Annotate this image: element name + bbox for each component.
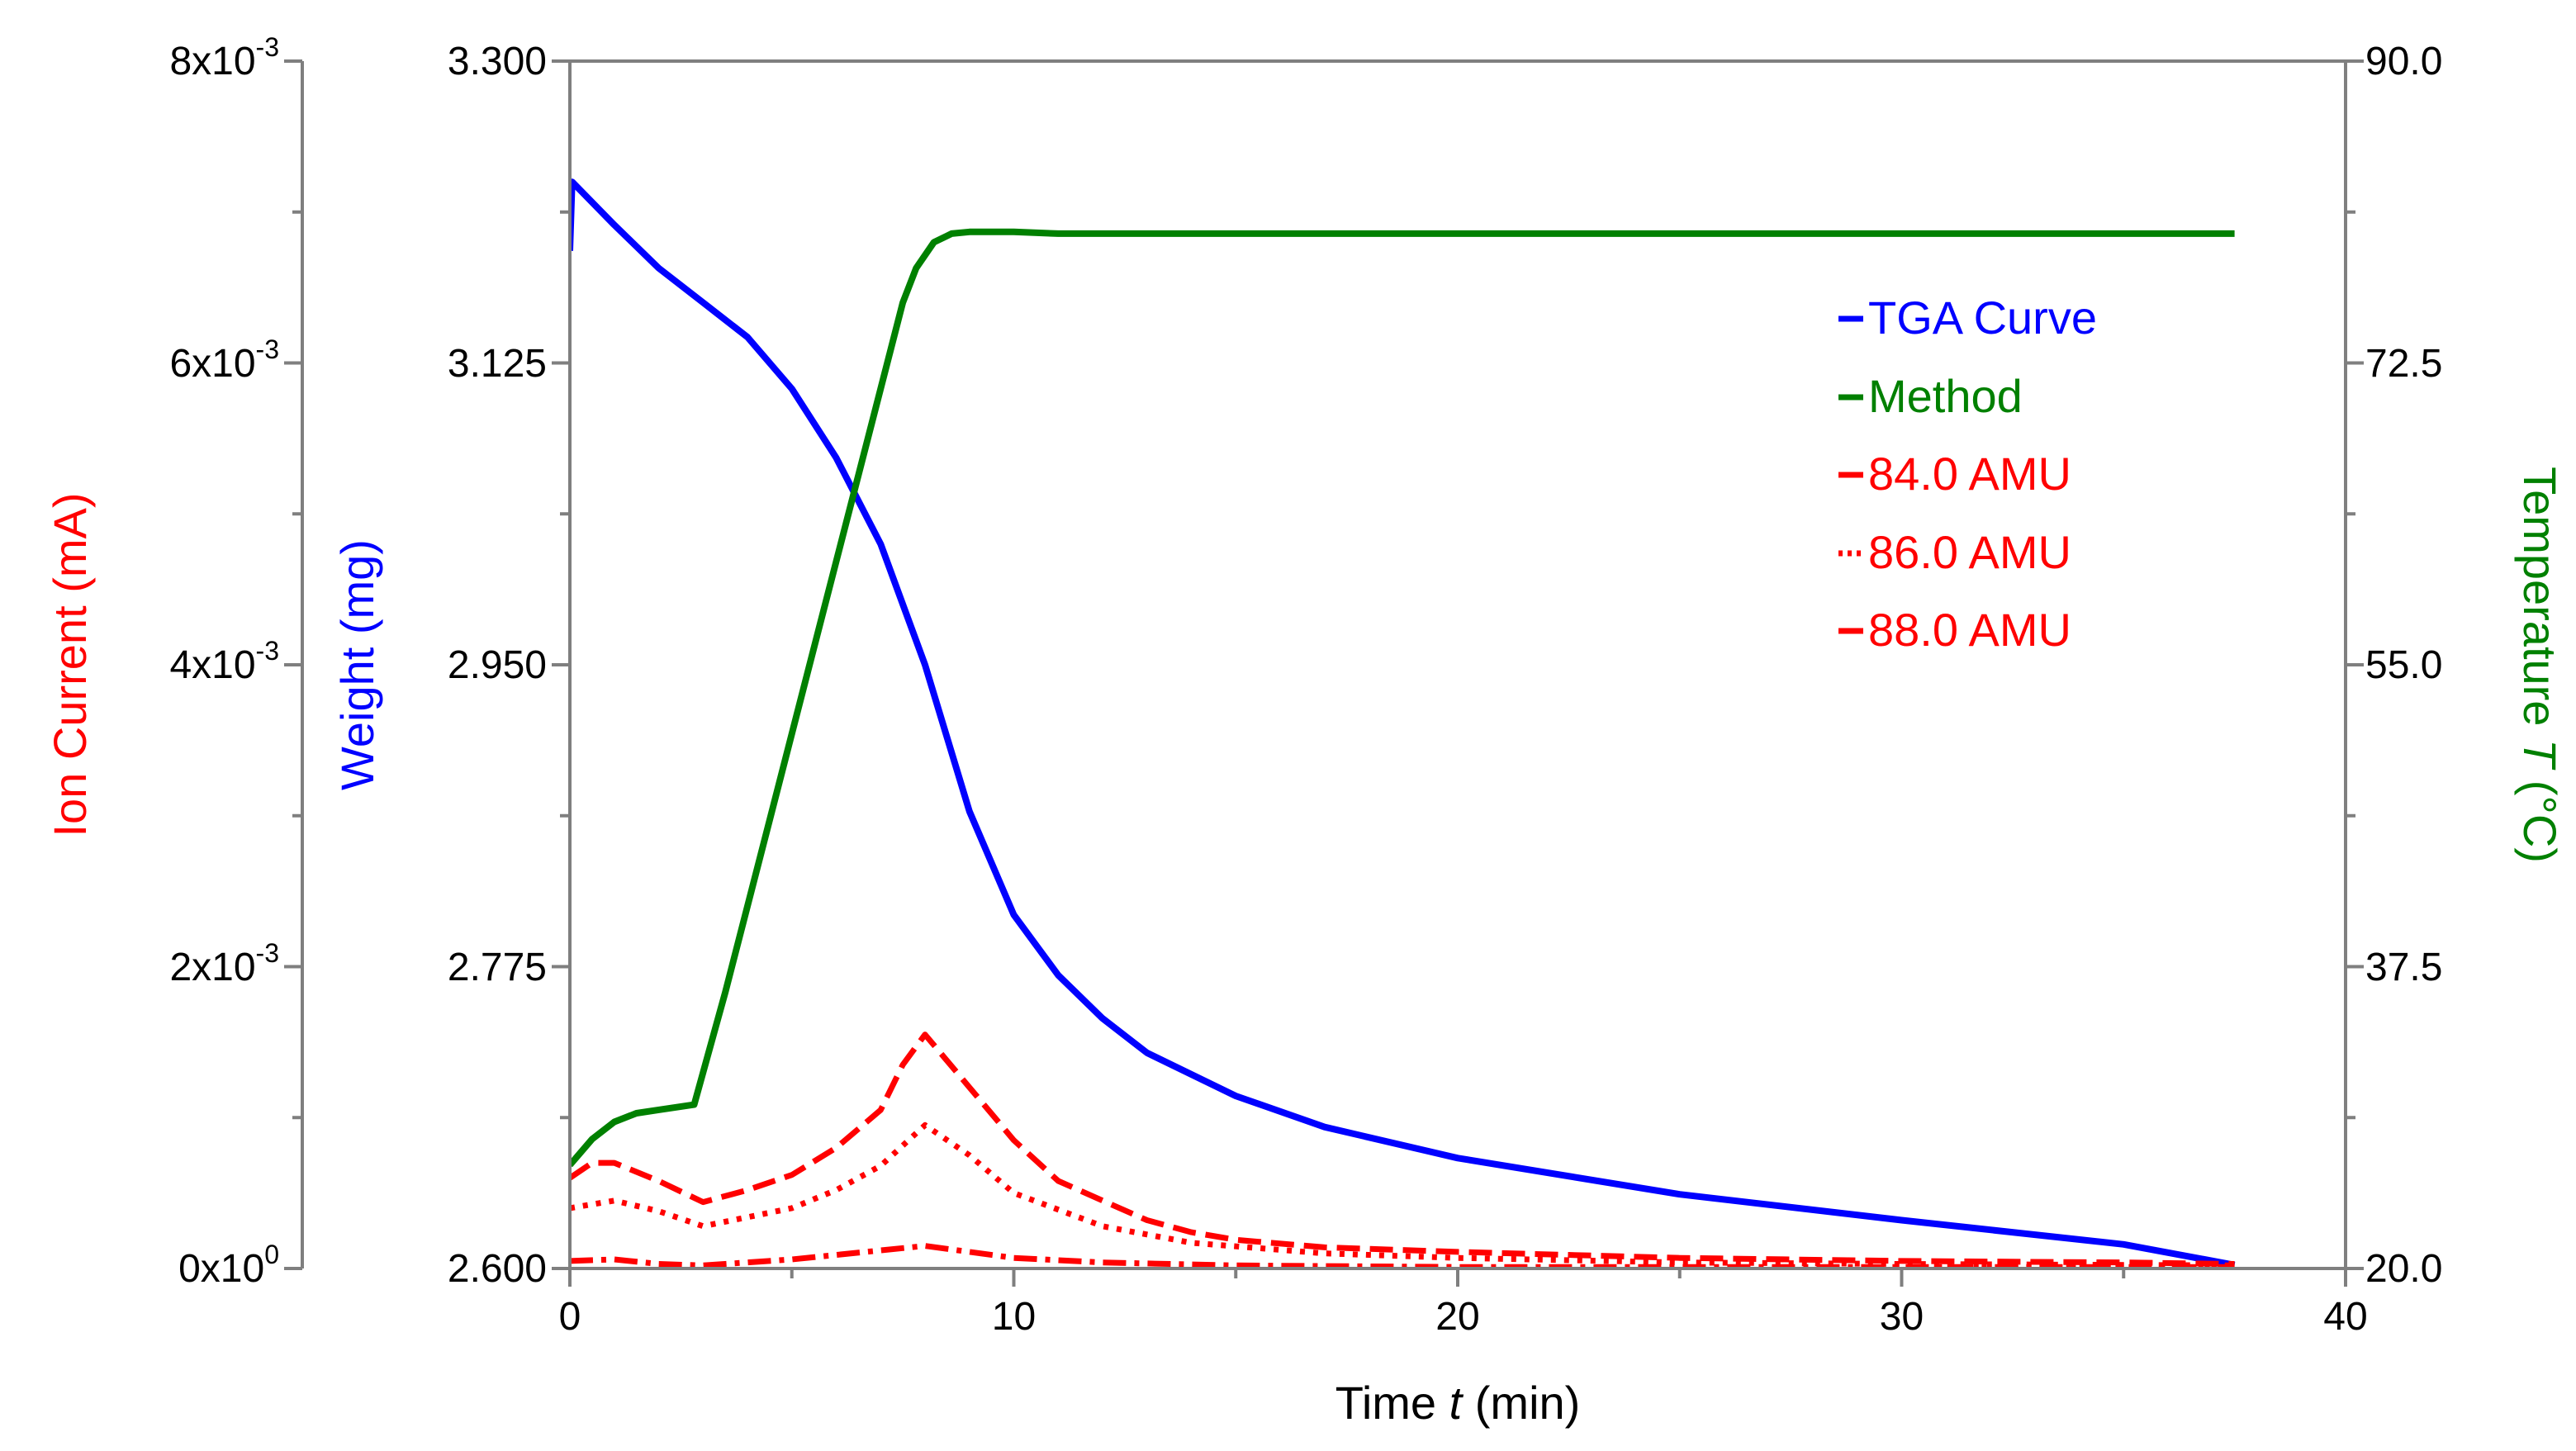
x-tick-label: 10 xyxy=(992,1295,1036,1339)
ion-tick-label: 2x10-3 xyxy=(169,938,279,989)
ion-tick-label: 8x10-3 xyxy=(169,32,279,83)
x-tick-label: 30 xyxy=(1880,1295,1924,1339)
weight-tick-label: 2.775 xyxy=(448,946,547,989)
series-line-method xyxy=(570,228,2235,1168)
temperature-tick-label: 55.0 xyxy=(2365,643,2442,687)
legend: TGA Curve Method 84.0 AMU 86.0 AMU 88.0 … xyxy=(1838,292,2097,656)
temperature-axis-title: Temperature T (°C) xyxy=(2514,467,2566,863)
temperature-tick-label: 37.5 xyxy=(2365,946,2442,989)
legend-label-88amu: 88.0 AMU xyxy=(1868,604,2071,656)
temperature-tick-label: 90.0 xyxy=(2365,40,2442,83)
weight-tick-label: 3.300 xyxy=(448,40,547,83)
series-line-86-0-amu xyxy=(570,1121,2235,1268)
tick-layer xyxy=(284,59,2364,1287)
ion-tick-label: 6x10-3 xyxy=(169,334,279,386)
x-tick-labels: 0 10 20 30 40 xyxy=(559,1295,2368,1339)
legend-label-86amu: 86.0 AMU xyxy=(1868,526,2071,578)
series-line-tga-curve xyxy=(570,178,2236,1268)
legend-label-method: Method xyxy=(1868,370,2023,422)
series-layer xyxy=(570,178,2236,1268)
temperature-tick-label: 20.0 xyxy=(2365,1247,2442,1291)
temperature-tick-label: 72.5 xyxy=(2365,342,2442,386)
weight-tick-label: 2.600 xyxy=(448,1247,547,1291)
series-line-88-0-amu xyxy=(570,1243,2235,1268)
ion-tick-label: 4x10-3 xyxy=(169,636,279,687)
weight-axis-title: Weight (mg) xyxy=(331,539,383,790)
x-tick-label: 0 xyxy=(559,1295,581,1339)
legend-label-tga: TGA Curve xyxy=(1868,292,2097,344)
weight-tick-label: 3.125 xyxy=(448,342,547,386)
ion-axis-title: Ion Current (mA) xyxy=(44,493,96,837)
x-axis-title: Time t (min) xyxy=(1335,1377,1581,1429)
x-tick-label: 20 xyxy=(1435,1295,1479,1339)
weight-tick-labels: 2.600 2.775 2.950 3.125 3.300 xyxy=(448,40,547,1291)
ion-tick-label: 0x100 xyxy=(178,1240,279,1291)
legend-label-84amu: 84.0 AMU xyxy=(1868,448,2071,500)
ion-tick-labels: 0x100 2x10-3 4x10-3 6x10-3 8x10-3 xyxy=(169,32,279,1291)
weight-tick-label: 2.950 xyxy=(448,643,547,687)
series-line-84-0-amu xyxy=(570,1031,2235,1267)
x-tick-label: 40 xyxy=(2323,1295,2367,1339)
temperature-tick-labels: 20.0 37.5 55.0 72.5 90.0 xyxy=(2365,40,2442,1291)
